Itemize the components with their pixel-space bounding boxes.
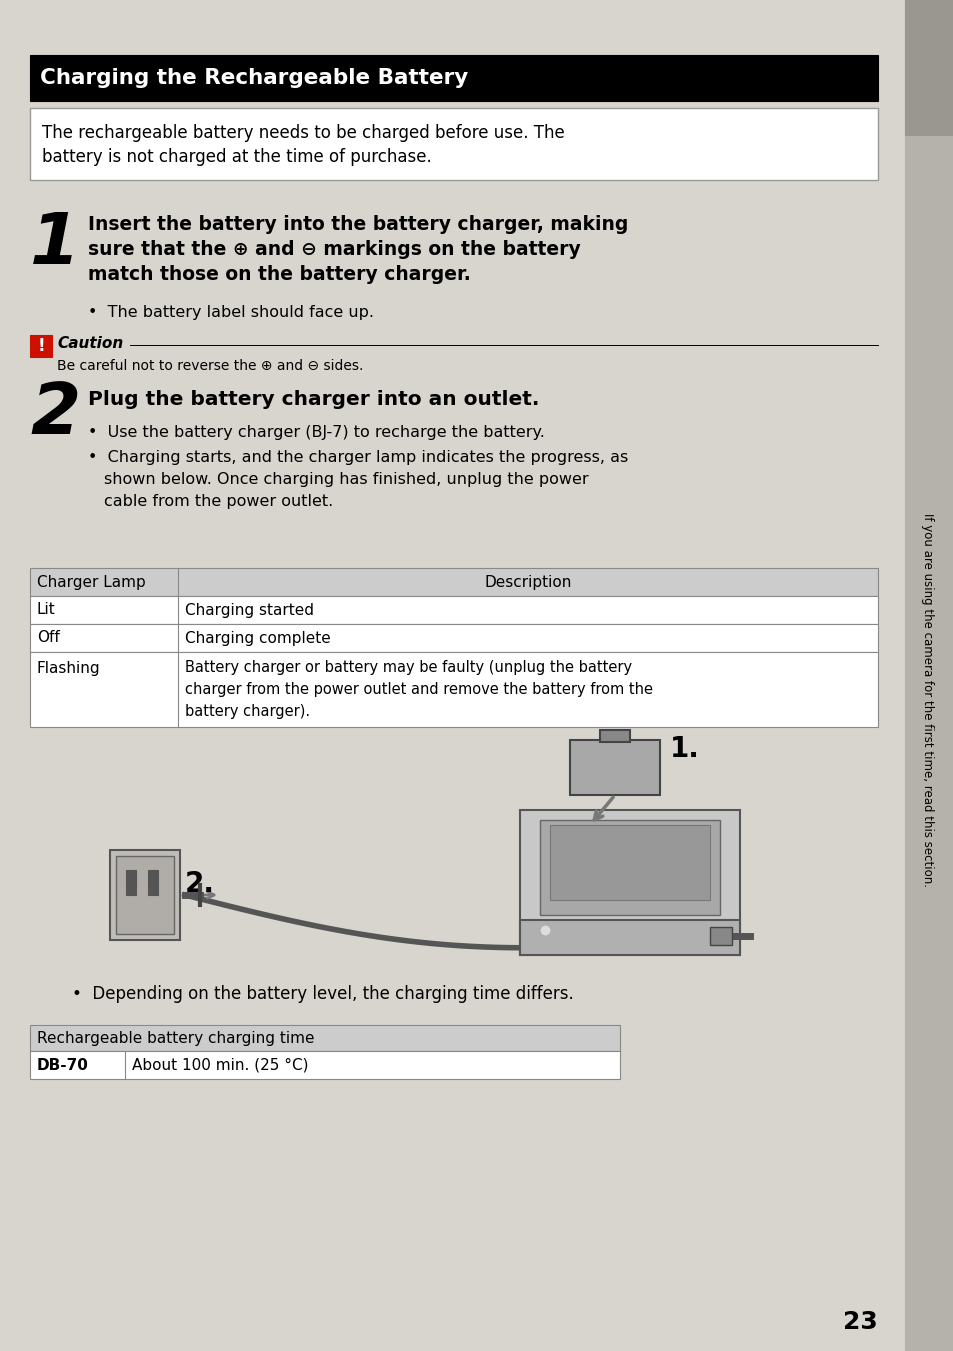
Bar: [519, 811, 740, 955]
Bar: [110, 850, 180, 940]
Text: shown below. Once charging has finished, unplug the power: shown below. Once charging has finished,…: [104, 471, 588, 486]
Text: 2: 2: [30, 380, 80, 449]
Text: Flashing: Flashing: [37, 661, 100, 676]
Text: battery is not charged at the time of purchase.: battery is not charged at the time of pu…: [42, 149, 432, 166]
Text: Plug the battery charger into an outlet.: Plug the battery charger into an outlet.: [88, 390, 538, 409]
Bar: [30, 335, 52, 357]
Text: The rechargeable battery needs to be charged before use. The: The rechargeable battery needs to be cha…: [42, 124, 564, 142]
Text: •  The battery label should face up.: • The battery label should face up.: [88, 305, 374, 320]
Text: Caution: Caution: [57, 336, 123, 351]
Bar: [904, 0, 953, 1351]
Text: Battery charger or battery may be faulty (unplug the battery: Battery charger or battery may be faulty…: [185, 661, 632, 676]
Text: charger from the power outlet and remove the battery from the: charger from the power outlet and remove…: [185, 682, 652, 697]
Bar: [30, 108, 877, 180]
Bar: [30, 1051, 619, 1079]
Text: cable from the power outlet.: cable from the power outlet.: [104, 494, 333, 509]
Text: •  Charging starts, and the charger lamp indicates the progress, as: • Charging starts, and the charger lamp …: [88, 450, 628, 465]
Text: 1.: 1.: [669, 735, 700, 763]
Text: battery charger).: battery charger).: [185, 704, 310, 719]
Bar: [30, 1025, 619, 1051]
Text: 1: 1: [30, 209, 80, 280]
Bar: [30, 596, 877, 624]
Bar: [116, 857, 173, 934]
Text: !: !: [37, 336, 45, 355]
Text: If you are using the camera for the first time, read this section.: If you are using the camera for the firs…: [921, 513, 934, 888]
Text: sure that the ⊕ and ⊖ markings on the battery: sure that the ⊕ and ⊖ markings on the ba…: [88, 240, 580, 259]
Bar: [30, 653, 877, 727]
Bar: [30, 624, 877, 653]
Text: Charging complete: Charging complete: [185, 631, 331, 646]
Bar: [519, 920, 740, 955]
Bar: [148, 870, 158, 894]
Text: match those on the battery charger.: match those on the battery charger.: [88, 265, 470, 284]
Text: Insert the battery into the battery charger, making: Insert the battery into the battery char…: [88, 215, 628, 234]
Text: Charging the Rechargeable Battery: Charging the Rechargeable Battery: [40, 68, 468, 88]
Text: •  Depending on the battery level, the charging time differs.: • Depending on the battery level, the ch…: [71, 985, 573, 1002]
Bar: [904, 0, 953, 135]
Bar: [550, 825, 709, 900]
Text: Charger Lamp: Charger Lamp: [37, 574, 146, 589]
Text: About 100 min. (25 °C): About 100 min. (25 °C): [132, 1058, 308, 1073]
Text: Off: Off: [37, 631, 60, 646]
Bar: [30, 567, 877, 596]
Bar: [599, 730, 629, 742]
Text: 23: 23: [842, 1310, 877, 1333]
Text: •  Use the battery charger (BJ-7) to recharge the battery.: • Use the battery charger (BJ-7) to rech…: [88, 426, 544, 440]
Bar: [30, 55, 877, 101]
Text: Be careful not to reverse the ⊕ and ⊖ sides.: Be careful not to reverse the ⊕ and ⊖ si…: [57, 359, 363, 373]
Text: Description: Description: [484, 574, 571, 589]
Bar: [569, 740, 659, 794]
Bar: [709, 927, 731, 944]
Text: Rechargeable battery charging time: Rechargeable battery charging time: [37, 1031, 314, 1046]
Text: Charging started: Charging started: [185, 603, 314, 617]
Bar: [539, 820, 720, 915]
Text: Lit: Lit: [37, 603, 55, 617]
Text: DB-70: DB-70: [37, 1058, 89, 1073]
Text: 2.: 2.: [185, 870, 214, 898]
Bar: [126, 870, 136, 894]
